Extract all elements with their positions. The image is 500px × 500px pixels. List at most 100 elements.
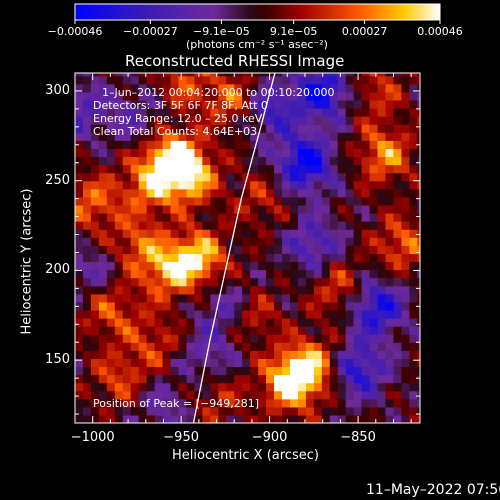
heatmap-cell xyxy=(218,108,227,117)
heatmap-cell xyxy=(162,108,172,117)
heatmap-cell xyxy=(393,318,403,327)
heatmap-cell xyxy=(234,398,243,408)
heatmap-cell xyxy=(186,116,196,125)
heatmap-cell xyxy=(146,261,156,271)
heatmap-cell xyxy=(289,414,299,423)
heatmap-cell xyxy=(258,148,267,158)
heatmap-cell xyxy=(258,285,267,295)
heatmap-cell xyxy=(289,188,299,198)
heatmap-cell xyxy=(401,213,410,222)
heatmap-cell xyxy=(218,301,227,311)
heatmap-cell xyxy=(202,342,211,351)
heatmap-cell xyxy=(282,318,291,327)
heatmap-cell xyxy=(178,148,188,158)
heatmap-cell xyxy=(162,180,172,190)
heatmap-cell xyxy=(385,253,395,263)
heatmap-cell xyxy=(186,301,196,311)
heatmap-cell xyxy=(82,285,92,295)
heatmap-cell xyxy=(297,261,307,271)
heatmap-cell xyxy=(345,213,355,222)
heatmap-cell xyxy=(114,73,124,77)
heatmap-cell xyxy=(409,342,418,351)
heatmap-cell xyxy=(234,237,243,246)
heatmap-cell xyxy=(130,277,140,287)
heatmap-cell xyxy=(345,253,355,263)
heatmap-cell xyxy=(242,221,251,230)
heatmap-cell xyxy=(377,245,387,254)
heatmap-cell xyxy=(98,124,108,133)
heatmap-cell xyxy=(313,350,323,359)
heatmap-cell xyxy=(385,366,395,376)
heatmap-cell xyxy=(401,229,410,238)
heatmap-cell xyxy=(146,156,156,166)
heatmap-cell xyxy=(202,374,211,384)
heatmap-cell xyxy=(345,99,355,109)
heatmap-cell xyxy=(122,229,132,238)
heatmap-cell xyxy=(337,213,347,222)
heatmap-cell xyxy=(266,204,275,214)
heatmap-cell xyxy=(154,334,164,343)
heatmap-cell xyxy=(289,398,299,408)
heatmap-cell xyxy=(250,358,259,368)
heatmap-cell xyxy=(282,334,291,343)
heatmap-cell xyxy=(329,398,339,408)
colorbar-tick-label: 0.00046 xyxy=(417,25,463,38)
heatmap-cell xyxy=(154,237,164,246)
heatmap-cell xyxy=(266,301,275,311)
heatmap-cell xyxy=(138,245,148,254)
heatmap-cell xyxy=(82,99,92,109)
heatmap-cell xyxy=(282,414,291,423)
heatmap-cell xyxy=(297,75,307,85)
heatmap-cell xyxy=(178,213,188,222)
heatmap-cell xyxy=(313,309,323,319)
heatmap-cell xyxy=(361,237,371,246)
plot-frame xyxy=(74,72,421,424)
heatmap-cell xyxy=(266,261,275,271)
heatmap-cell xyxy=(345,156,355,166)
heatmap-cell xyxy=(210,398,219,408)
x-tick-label: −1000 xyxy=(70,430,115,445)
heatmap-cell xyxy=(345,326,355,335)
heatmap-cell xyxy=(75,237,84,246)
heatmap-cell xyxy=(202,229,211,238)
heatmap-cell xyxy=(321,253,331,263)
heatmap-cell xyxy=(122,277,132,287)
heatmap-cell xyxy=(329,277,339,287)
heatmap-cell xyxy=(146,253,156,263)
heatmap-cell xyxy=(154,301,164,311)
heatmap-cell xyxy=(170,366,180,376)
heatmap-cell xyxy=(162,91,172,101)
heatmap-cell xyxy=(202,99,211,109)
heatmap-cell xyxy=(170,196,180,206)
heatmap-cell xyxy=(409,188,418,198)
heatmap-cell xyxy=(297,277,307,287)
heatmap-cell xyxy=(106,309,116,319)
heatmap-cell xyxy=(409,73,418,77)
heatmap-cell xyxy=(329,124,339,133)
heatmap-cell xyxy=(130,91,140,101)
heatmap-cell xyxy=(226,406,235,416)
heatmap-cell xyxy=(82,261,92,271)
heatmap-cell xyxy=(234,196,243,206)
heatmap-cell xyxy=(210,293,219,303)
heatmap-cell xyxy=(337,318,347,327)
heatmap-cell xyxy=(178,406,188,416)
heatmap-cell xyxy=(417,245,420,254)
heatmap-cell xyxy=(242,326,251,335)
heatmap-cell xyxy=(98,366,108,376)
heatmap-cell xyxy=(393,358,403,368)
heatmap-cell xyxy=(75,91,84,101)
heatmap-cell xyxy=(106,164,116,174)
heatmap-cell xyxy=(138,108,148,117)
heatmap-cell xyxy=(377,366,387,376)
heatmap-cell xyxy=(82,91,92,101)
heatmap-cell xyxy=(170,301,180,311)
heatmap-cell xyxy=(369,221,379,230)
heatmap-cell xyxy=(401,99,410,109)
heatmap-cell xyxy=(250,301,259,311)
heatmap-cell xyxy=(218,398,227,408)
heatmap-cell xyxy=(258,229,267,238)
heatmap-cell xyxy=(337,140,347,149)
heatmap-cell xyxy=(122,156,132,166)
heatmap-cell xyxy=(385,180,395,190)
